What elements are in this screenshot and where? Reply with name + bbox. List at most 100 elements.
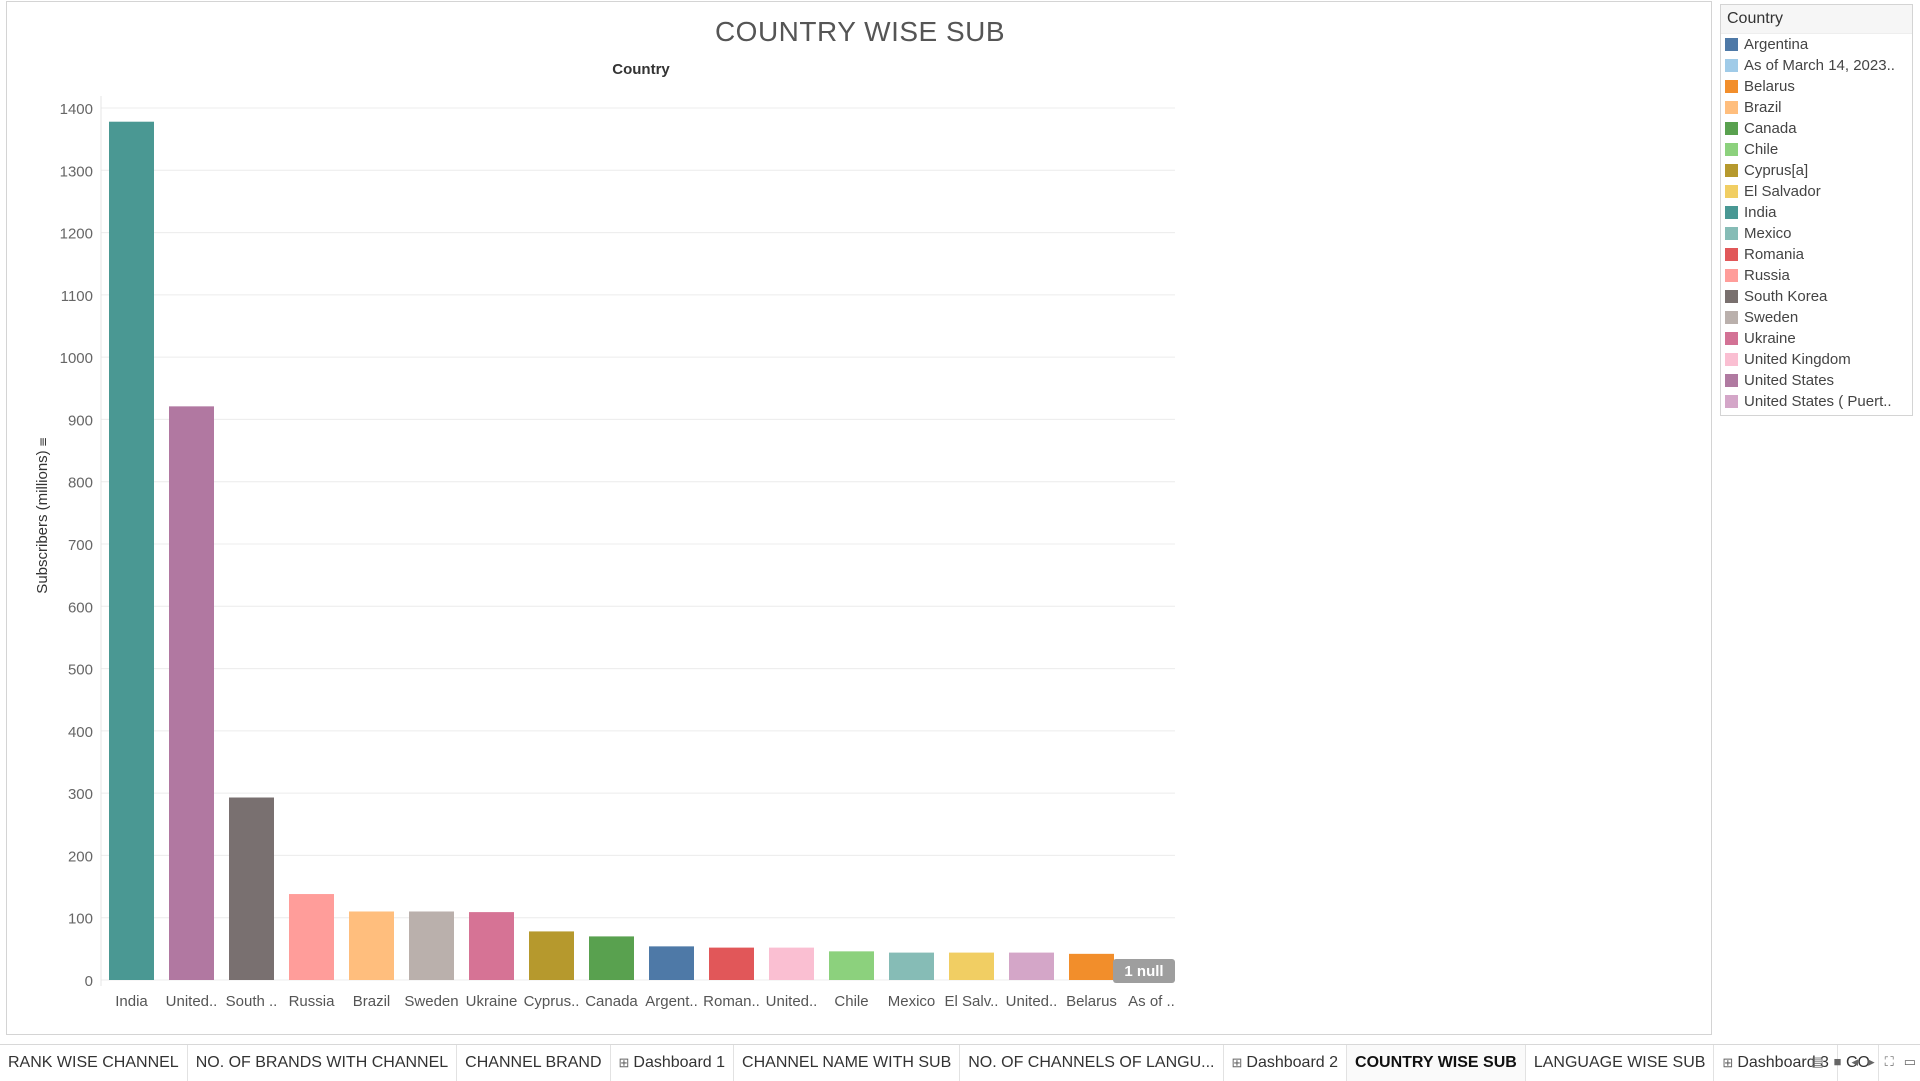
legend-swatch — [1725, 269, 1738, 282]
legend-item[interactable]: Romania — [1721, 244, 1912, 265]
sheet-tab[interactable]: LANGUAGE WISE SUB — [1526, 1045, 1715, 1081]
legend-item-label: Mexico — [1744, 225, 1792, 242]
next-sheet-icon[interactable]: ▸ — [1868, 1054, 1875, 1069]
x-tick-label: South .. — [226, 993, 278, 1010]
bar[interactable] — [949, 952, 994, 980]
x-tick-label: United.. — [166, 993, 218, 1010]
legend-item[interactable]: As of March 14, 2023.. — [1721, 55, 1912, 76]
legend-item-label: Ukraine — [1744, 330, 1796, 347]
sheet-tab-label: CHANNEL BRAND — [465, 1054, 602, 1071]
legend-title: Country — [1721, 5, 1912, 34]
sheet-tab[interactable]: NO. OF BRANDS WITH CHANNEL — [188, 1045, 458, 1081]
sheet-tab[interactable]: CHANNEL BRAND — [457, 1045, 611, 1081]
legend-item[interactable]: Belarus — [1721, 76, 1912, 97]
legend-item[interactable]: El Salvador — [1721, 181, 1912, 202]
sheet-tab[interactable]: COUNTRY WISE SUB — [1347, 1045, 1526, 1081]
legend-swatch — [1725, 227, 1738, 240]
x-tick-label: Chile — [834, 993, 868, 1010]
y-tick-label: 1000 — [60, 350, 93, 367]
legend-item[interactable]: Russia — [1721, 265, 1912, 286]
bar[interactable] — [1069, 953, 1114, 980]
bar[interactable] — [889, 952, 934, 980]
legend-item[interactable]: Chile — [1721, 139, 1912, 160]
sheet-tab-label: CO — [1845, 1054, 1870, 1071]
color-legend[interactable]: Country Argentina As of March 14, 2023.. B… — [1720, 4, 1913, 416]
legend-swatch — [1725, 290, 1738, 303]
bar[interactable] — [229, 797, 274, 980]
bar[interactable] — [829, 951, 874, 980]
show-tabs-icon[interactable]: ■ — [1833, 1054, 1842, 1069]
sheet-tab[interactable]: ⊞ Dashboard 2 — [1224, 1045, 1348, 1081]
legend-item[interactable]: Canada — [1721, 118, 1912, 139]
x-tick-label: Russia — [289, 993, 336, 1010]
y-tick-label: 900 — [68, 412, 93, 429]
worksheet-view: COUNTRY WISE SUB Country Subscribers (mil… — [6, 1, 1712, 1035]
legend-item-label: South Korea — [1744, 288, 1828, 305]
fullscreen-icon[interactable]: ⛶ — [1884, 1054, 1894, 1069]
x-tick-label: Sweden — [404, 993, 458, 1010]
legend-item[interactable]: United Kingdom — [1721, 349, 1912, 370]
bar[interactable] — [649, 946, 694, 980]
legend-item[interactable]: Mexico — [1721, 223, 1912, 244]
legend-swatch — [1725, 80, 1738, 93]
y-tick-label: 1400 — [60, 101, 93, 118]
y-axis-title: Subscribers (millions) — [34, 450, 51, 593]
sheet-tab[interactable]: CO — [1838, 1045, 1879, 1081]
show-filmstrip-icon[interactable]: ▤ — [1811, 1054, 1824, 1069]
legend-item[interactable]: Brazil — [1721, 97, 1912, 118]
legend-item[interactable]: Ukraine — [1721, 328, 1912, 349]
legend-swatch — [1725, 38, 1738, 51]
bar[interactable] — [589, 936, 634, 980]
null-indicator[interactable] — [1113, 959, 1175, 983]
sheet-tab[interactable]: RANK WISE CHANNEL — [0, 1045, 188, 1081]
legend-item[interactable]: India — [1721, 202, 1912, 223]
bar[interactable] — [349, 911, 394, 980]
bar[interactable] — [709, 947, 754, 980]
y-tick-label: 800 — [68, 475, 93, 492]
x-tick-label: Brazil — [353, 993, 391, 1010]
dashboard-icon: ⊞ — [1231, 1055, 1243, 1070]
legend-item-label: United States ( Puert.. — [1744, 393, 1892, 410]
legend-item[interactable]: Cyprus[a] — [1721, 160, 1912, 181]
bar[interactable] — [169, 406, 214, 980]
legend-item-label: India — [1744, 204, 1777, 221]
sheet-tab[interactable]: ⊞ Dashboard 1 — [611, 1045, 735, 1081]
prev-sheet-icon[interactable]: ◂ — [1851, 1054, 1859, 1069]
x-tick-label: El Salv.. — [945, 993, 999, 1010]
y-tick-label: 700 — [68, 537, 93, 554]
x-tick-label: United.. — [766, 993, 818, 1010]
sheet-tab[interactable]: NO. OF CHANNELS OF LANGU... — [960, 1045, 1224, 1081]
legend-swatch — [1725, 206, 1738, 219]
x-tick-label: Roman.. — [703, 993, 760, 1010]
sheet-tab[interactable]: ⊞ Dashboard 3 — [1714, 1045, 1838, 1081]
sheet-tab-label: LANGUAGE WISE SUB — [1533, 1054, 1706, 1071]
x-tick-label: Mexico — [888, 993, 936, 1010]
dashboard-icon: ⊞ — [618, 1055, 630, 1070]
legend-item-label: Romania — [1744, 246, 1805, 263]
legend-item[interactable]: United States — [1721, 370, 1912, 391]
bar[interactable] — [469, 912, 514, 980]
legend-item[interactable]: United States ( Puert.. — [1721, 391, 1912, 412]
legend-item-label: El Salvador — [1744, 183, 1821, 200]
x-axis-title: Country — [612, 61, 670, 78]
sort-icon[interactable]: ≡ — [36, 437, 50, 447]
legend-swatch — [1725, 122, 1738, 135]
tab-controls: ▤ ■ ◂ ▸ ⛶ ▭ — [1811, 1054, 1916, 1070]
legend-item[interactable]: South Korea — [1721, 286, 1912, 307]
bar[interactable] — [409, 911, 454, 980]
legend-item[interactable]: Sweden — [1721, 307, 1912, 328]
bar[interactable] — [1009, 952, 1054, 980]
x-tick-label: United.. — [1006, 993, 1058, 1010]
legend-item-label: Canada — [1744, 120, 1797, 137]
legend-swatch — [1725, 374, 1738, 387]
bar[interactable] — [769, 947, 814, 980]
bar[interactable] — [109, 121, 154, 980]
legend-item[interactable]: Argentina — [1721, 34, 1912, 55]
legend-item-label: Brazil — [1744, 99, 1782, 116]
bar[interactable] — [289, 894, 334, 980]
sheet-tab[interactable]: CHANNEL NAME WITH SUB — [734, 1045, 961, 1081]
y-tick-label: 1200 — [60, 226, 93, 243]
legend-item-label: Chile — [1744, 141, 1779, 158]
bar[interactable] — [529, 931, 574, 980]
presentation-icon[interactable]: ▭ — [1903, 1054, 1916, 1069]
